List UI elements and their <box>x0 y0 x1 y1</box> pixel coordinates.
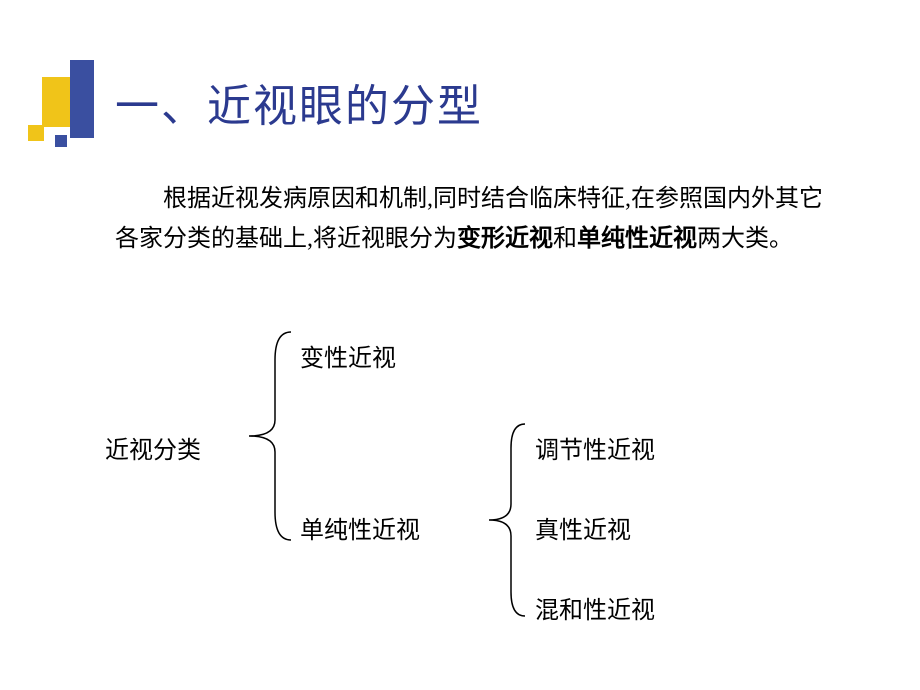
node-mixed: 混和性近视 <box>535 590 655 625</box>
deco-yellow-small <box>28 125 44 141</box>
node-degenerative: 变性近视 <box>300 338 396 373</box>
brace-2 <box>485 422 527 618</box>
intro-text-2: 两大类。 <box>697 226 793 252</box>
node-true: 真性近视 <box>535 510 631 545</box>
deco-blue-small <box>55 135 67 147</box>
slide-title-wrap: 一、近视眼的分型 <box>115 70 483 134</box>
classification-diagram: 近视分类 变性近视 单纯性近视 调节性近视 真性近视 混和性近视 <box>105 330 805 650</box>
node-simple: 单纯性近视 <box>300 510 420 545</box>
intro-bold-2: 单纯性近视 <box>577 226 697 252</box>
intro-paragraph: 根据近视发病原因和机制,同时结合临床特征,在参照国内外其它各家分类的基础上,将近… <box>115 180 845 259</box>
intro-indent <box>115 186 163 212</box>
node-accommodative: 调节性近视 <box>535 430 655 465</box>
slide-title: 一、近视眼的分型 <box>115 70 483 134</box>
node-root: 近视分类 <box>105 430 201 465</box>
intro-bold-1: 变形近视 <box>457 226 553 252</box>
intro-mid: 和 <box>553 226 577 252</box>
brace-1 <box>245 330 293 542</box>
deco-blue-bar <box>70 60 94 138</box>
